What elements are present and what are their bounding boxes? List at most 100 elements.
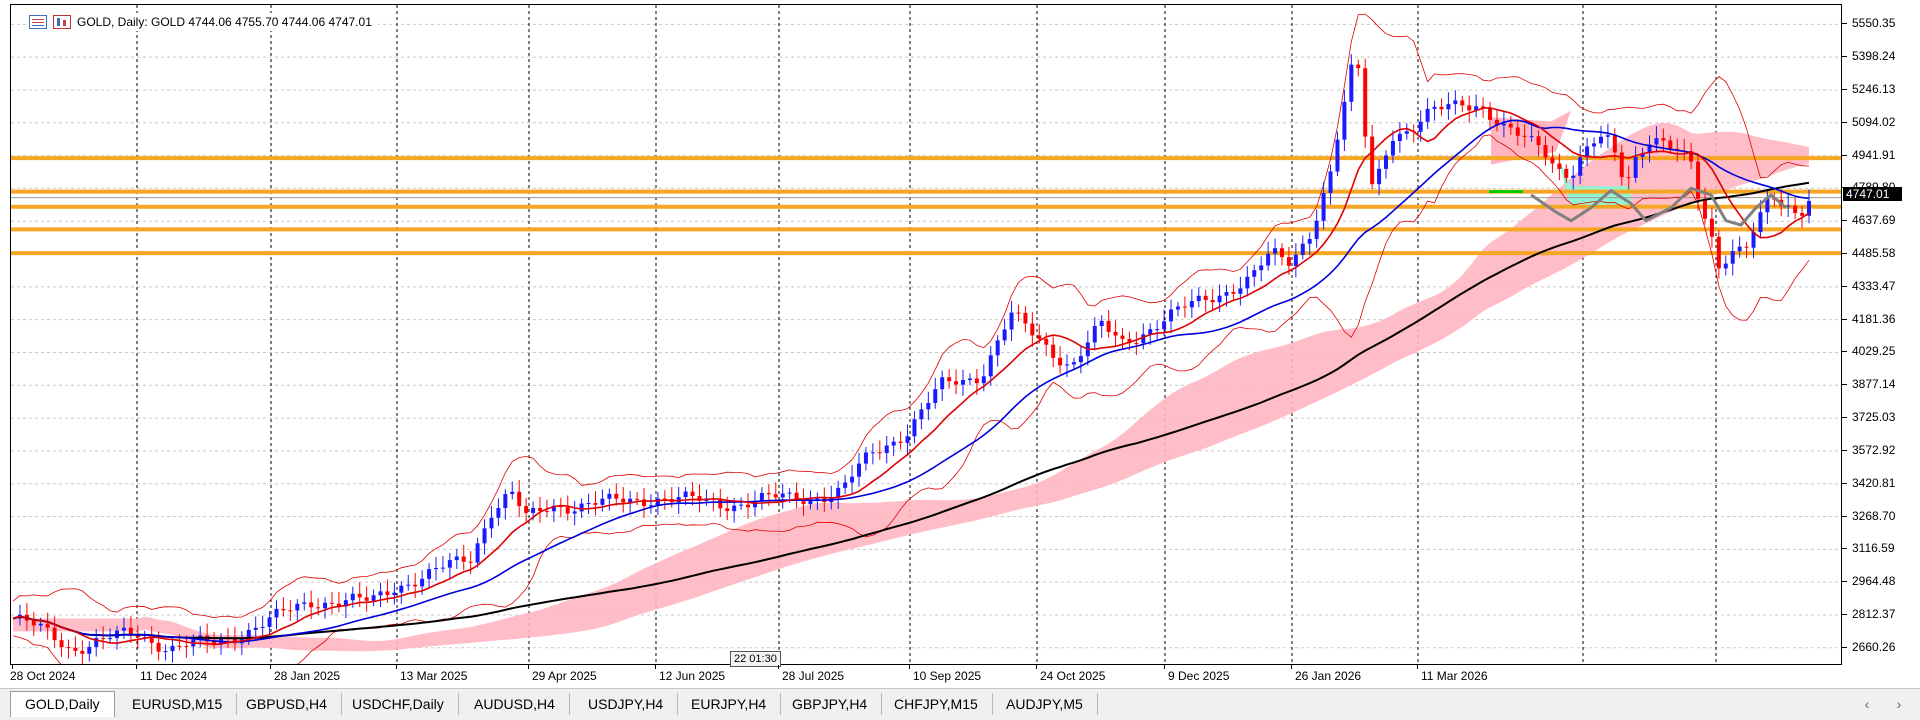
candle-body xyxy=(1155,329,1160,331)
tab-eurusd-m15[interactable]: EURUSD,M15 xyxy=(118,693,238,715)
candle-body xyxy=(1252,270,1257,277)
chevron-right-icon[interactable]: › xyxy=(1896,696,1902,712)
candle-body xyxy=(801,500,806,505)
candle-body xyxy=(725,508,730,512)
candle-body xyxy=(1078,356,1083,363)
candle-body xyxy=(1127,338,1132,344)
tab-usdchf-daily[interactable]: USDCHF,Daily xyxy=(338,693,459,715)
candle-body xyxy=(1259,265,1264,271)
candle-body xyxy=(1737,246,1742,252)
candle-body xyxy=(1307,239,1312,244)
candle-body xyxy=(808,499,813,505)
candle-body xyxy=(1425,108,1430,122)
candle-body xyxy=(1619,152,1624,178)
candle-body xyxy=(316,607,321,609)
candle-body xyxy=(253,627,258,630)
candle-body xyxy=(246,629,251,640)
date-label: 28 Oct 2024 xyxy=(10,669,76,683)
candle-body xyxy=(1113,331,1118,336)
candle-body xyxy=(1488,107,1493,120)
tab-eurjpy-h4[interactable]: EURJPY,H4 xyxy=(677,693,782,715)
date-label: 12 Jun 2025 xyxy=(659,669,726,683)
candle-body xyxy=(524,506,529,513)
candle-body xyxy=(1765,198,1770,213)
time-axis[interactable]: 28 Oct 2024 11 Dec 2024 28 Jan 2025 13 Mar … xyxy=(10,665,1842,687)
candle-body xyxy=(177,645,182,647)
candle-body xyxy=(655,498,660,506)
price-label: 2964.48 xyxy=(1852,574,1896,589)
candle-body xyxy=(1245,276,1250,289)
price-axis[interactable]: 5550.355398.245246.135094.024941.914789.… xyxy=(1842,4,1920,665)
price-label: 5246.13 xyxy=(1852,81,1896,96)
candle-body xyxy=(1494,119,1499,126)
tab-usdjpy-h4[interactable]: USDJPY,H4 xyxy=(574,693,679,715)
date-tick xyxy=(778,665,779,669)
candle-body xyxy=(1016,312,1021,314)
candle-body xyxy=(607,493,612,499)
candle-body xyxy=(156,642,161,652)
candle-body xyxy=(149,637,154,643)
candle-body xyxy=(302,602,307,604)
candle-body xyxy=(1356,64,1361,69)
candle-body xyxy=(1231,291,1236,294)
candle-body xyxy=(52,627,57,641)
candle-body xyxy=(503,494,508,508)
price-tick xyxy=(1842,154,1847,156)
price-chart-svg[interactable] xyxy=(11,5,1841,664)
candle-body xyxy=(1363,68,1368,137)
price-tick xyxy=(1842,482,1847,484)
candle-body xyxy=(1293,254,1298,266)
price-label: 3877.14 xyxy=(1852,377,1896,392)
tab-chfjpy-m15[interactable]: CHFJPY,M15 xyxy=(880,693,993,715)
tab-gbpusd-h4[interactable]: GBPUSD,H4 xyxy=(232,693,342,715)
chevron-left-icon[interactable]: ‹ xyxy=(1864,696,1870,712)
candle-body xyxy=(933,389,938,403)
candle-body xyxy=(1439,106,1444,110)
tab-gold-daily[interactable]: GOLD,Daily xyxy=(10,691,115,717)
candle-body xyxy=(392,592,397,596)
candle-body xyxy=(926,402,931,410)
candle-body xyxy=(295,603,300,611)
candle-body xyxy=(1612,135,1617,153)
price-tick xyxy=(1842,384,1847,386)
candle-body xyxy=(954,381,959,385)
chart-area[interactable]: GOLD, Daily: GOLD 4744.06 4755.70 4744.0… xyxy=(10,4,1842,667)
candle-body xyxy=(1051,344,1056,358)
price-tick xyxy=(1842,318,1847,320)
candle-body xyxy=(1162,321,1167,330)
tab-audusd-h4[interactable]: AUDUSD,H4 xyxy=(460,693,570,715)
candle-body xyxy=(600,498,605,505)
price-tick xyxy=(1842,613,1847,615)
candle-body xyxy=(905,436,910,443)
candle-body xyxy=(510,491,515,495)
candle-body xyxy=(343,600,348,607)
price-label: 3420.81 xyxy=(1852,475,1896,490)
price-label: 5550.35 xyxy=(1852,16,1896,31)
candle-body xyxy=(66,647,71,649)
candle-body xyxy=(1467,105,1472,111)
date-tick xyxy=(909,665,910,669)
price-tick xyxy=(1842,515,1847,517)
price-tick xyxy=(1842,449,1847,451)
chart-type-icon xyxy=(53,15,71,29)
ichimoku-cloud-future-bull xyxy=(1556,151,1631,208)
candle-body xyxy=(1654,138,1659,145)
tab-audjpy-m5[interactable]: AUDJPY,M5 xyxy=(992,693,1098,715)
candle-body xyxy=(1175,306,1180,310)
candle-body xyxy=(1023,312,1028,324)
candle-body xyxy=(1058,357,1063,366)
candle-body xyxy=(621,498,626,503)
candle-body xyxy=(697,496,702,501)
candle-body xyxy=(1460,100,1465,106)
tab-gbpjpy-h4[interactable]: GBPJPY,H4 xyxy=(778,693,883,715)
candle-body xyxy=(1716,236,1721,269)
time-marker: 22 01:30 xyxy=(730,651,781,667)
date-tick xyxy=(270,665,271,669)
candle-body xyxy=(1807,200,1811,216)
candle-body xyxy=(1661,138,1666,141)
chart-tab-bar: GOLD,Daily EURUSD,M15 GBPUSD,H4 USDCHF,Dail… xyxy=(0,688,1920,720)
candle-body xyxy=(461,556,466,562)
candle-body xyxy=(752,501,757,508)
candle-body xyxy=(406,584,411,586)
candle-body xyxy=(1626,177,1631,179)
